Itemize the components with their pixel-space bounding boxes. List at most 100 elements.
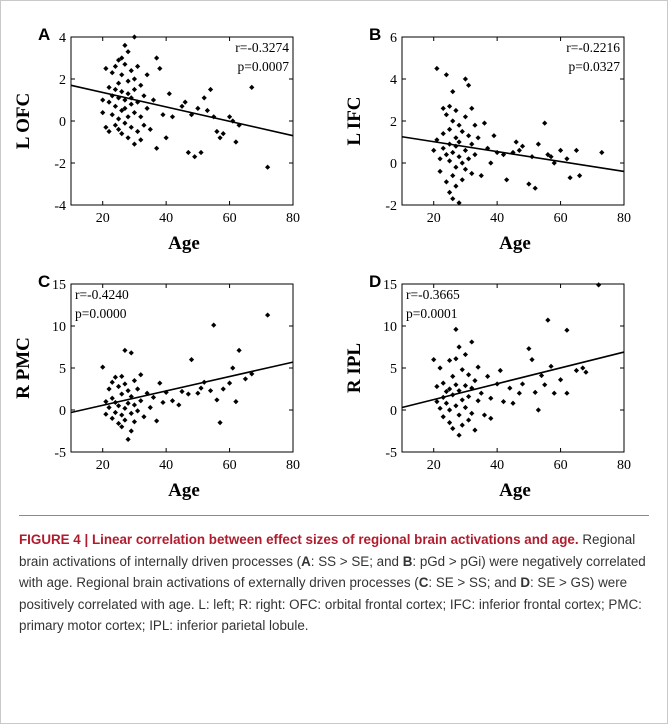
data-point — [214, 128, 220, 135]
data-point — [440, 394, 446, 400]
data-point — [542, 382, 548, 388]
data-point — [119, 424, 125, 430]
x-axis-title: Age — [168, 480, 200, 501]
regression-line — [70, 361, 294, 414]
x-tick-label: 40 — [159, 458, 173, 473]
data-point — [443, 388, 449, 395]
data-point — [456, 200, 462, 206]
data-point — [128, 95, 134, 101]
data-point — [135, 63, 141, 69]
x-axis-title: Age — [499, 233, 531, 254]
data-point — [513, 139, 519, 145]
data-point — [431, 147, 437, 153]
data-point — [122, 42, 128, 48]
data-point — [128, 101, 134, 107]
data-point — [557, 147, 564, 153]
data-point — [122, 61, 128, 67]
data-point — [573, 147, 580, 153]
data-point — [459, 397, 465, 403]
data-point — [557, 377, 564, 383]
data-point — [103, 399, 109, 405]
y-tick-label: 0 — [59, 404, 66, 419]
data-point — [450, 149, 456, 156]
panel-a: 20 40 60 80 -4 -2 0 2 4 r=-0.3274 p=0.0007 A Age L OF… — [13, 25, 300, 254]
data-point — [128, 410, 134, 416]
panel-letter: B — [369, 25, 381, 44]
data-point — [204, 107, 210, 114]
data-point — [141, 122, 147, 128]
data-point — [548, 363, 554, 369]
data-point — [440, 380, 446, 386]
data-point — [115, 57, 122, 63]
data-point — [103, 124, 109, 130]
correlation-r: r=-0.3665 — [406, 287, 460, 302]
data-point — [466, 82, 472, 88]
data-point — [103, 65, 109, 72]
data-point — [456, 388, 462, 394]
data-point — [446, 357, 453, 364]
data-point — [109, 112, 115, 118]
panel-c: 20 40 60 80 -5 0 5 10 15 r=-0.4240 p=0.0000 C Age R P… — [13, 272, 300, 501]
correlation-r: r=-0.4240 — [75, 287, 129, 302]
caption-text-3: : pGd > pGi) were negatively correlated … — [19, 553, 646, 591]
data-point — [453, 403, 459, 409]
y-tick-label: 15 — [52, 278, 66, 293]
data-point — [182, 99, 188, 105]
regression-line — [401, 351, 625, 409]
data-point — [125, 400, 131, 406]
x-tick-label: 80 — [617, 458, 631, 473]
x-tick-label: 60 — [223, 458, 237, 473]
x-tick-label: 20 — [96, 211, 110, 226]
caption-panel-b: B — [402, 553, 413, 569]
data-point — [138, 137, 144, 143]
data-point — [201, 379, 207, 385]
data-point — [115, 80, 122, 86]
data-point — [580, 365, 586, 371]
data-point — [497, 367, 503, 374]
data-point — [103, 411, 109, 417]
y-tick-label: 0 — [59, 115, 66, 130]
data-point — [169, 114, 176, 120]
data-point — [564, 390, 570, 396]
x-axis-title: Age — [499, 480, 531, 501]
data-point — [491, 133, 497, 139]
data-point — [459, 177, 465, 183]
data-point — [462, 351, 469, 358]
data-point — [131, 110, 138, 116]
data-point — [115, 420, 122, 427]
data-point — [119, 107, 125, 114]
caption-panel-c: C — [418, 575, 429, 590]
data-point — [236, 347, 242, 353]
x-tick-label: 20 — [96, 458, 110, 473]
data-point — [131, 76, 138, 82]
data-point — [150, 394, 157, 400]
y-tick-label: 0 — [390, 157, 397, 172]
data-point — [500, 399, 507, 405]
data-point — [131, 419, 138, 425]
data-point — [249, 371, 255, 377]
correlation-p: p=0.0327 — [569, 59, 621, 74]
data-point — [138, 372, 144, 378]
caption-divider — [19, 515, 649, 516]
data-point — [207, 86, 214, 93]
data-point — [141, 414, 147, 420]
caption-lead: FIGURE 4 | Linear correlation between ef… — [19, 532, 579, 547]
data-point — [469, 385, 475, 391]
x-tick-label: 20 — [427, 458, 441, 473]
data-point — [125, 91, 131, 97]
data-point — [147, 126, 153, 132]
x-axis-title: Age — [168, 233, 200, 254]
data-point — [163, 389, 169, 395]
data-point — [440, 105, 446, 111]
data-point — [446, 103, 453, 109]
data-point — [535, 407, 541, 413]
data-point — [542, 120, 548, 126]
data-point — [459, 422, 465, 428]
data-point — [128, 350, 134, 356]
data-point — [160, 399, 166, 406]
data-point — [519, 143, 526, 149]
data-point — [220, 131, 226, 137]
data-point — [122, 120, 128, 126]
